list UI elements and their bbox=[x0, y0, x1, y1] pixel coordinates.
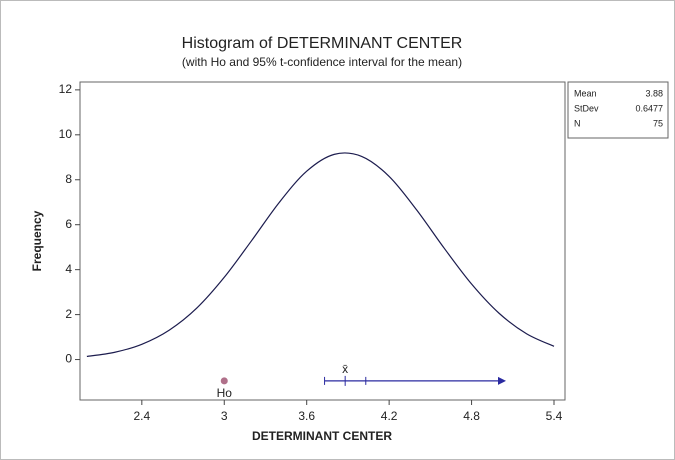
h0-label: Ho bbox=[217, 386, 233, 400]
x-axis-label: DETERMINANT CENTER bbox=[252, 429, 392, 443]
stat-value: 75 bbox=[653, 118, 663, 128]
chart: Histogram of DETERMINANT CENTER (with Ho… bbox=[0, 0, 675, 460]
ci-label: x̄ bbox=[342, 362, 348, 376]
y-tick-label: 12 bbox=[59, 82, 73, 96]
stat-value: 0.6477 bbox=[635, 103, 663, 113]
x-tick-label: 4.2 bbox=[381, 409, 398, 423]
h0-point bbox=[221, 377, 228, 384]
stat-value: 3.88 bbox=[645, 88, 663, 98]
x-tick-label: 4.8 bbox=[463, 409, 480, 423]
y-tick-label: 0 bbox=[65, 352, 72, 366]
x-tick-label: 3 bbox=[221, 409, 228, 423]
x-tick-label: 2.4 bbox=[133, 409, 150, 423]
chart-subtitle: (with Ho and 95% t-confidence interval f… bbox=[182, 55, 462, 69]
y-tick-label: 8 bbox=[65, 172, 72, 186]
y-tick-label: 10 bbox=[59, 127, 73, 141]
y-tick-label: 6 bbox=[65, 217, 72, 231]
x-tick-label: 3.6 bbox=[298, 409, 315, 423]
plot-area bbox=[80, 82, 565, 400]
stat-label: StDev bbox=[574, 103, 599, 113]
stat-label: Mean bbox=[574, 88, 597, 98]
x-tick-label: 5.4 bbox=[546, 409, 563, 423]
y-axis-label: Frequency bbox=[30, 210, 44, 271]
stat-label: N bbox=[574, 118, 581, 128]
y-tick-label: 4 bbox=[65, 262, 72, 276]
y-tick-label: 2 bbox=[65, 307, 72, 321]
chart-title: Histogram of DETERMINANT CENTER bbox=[182, 35, 463, 52]
